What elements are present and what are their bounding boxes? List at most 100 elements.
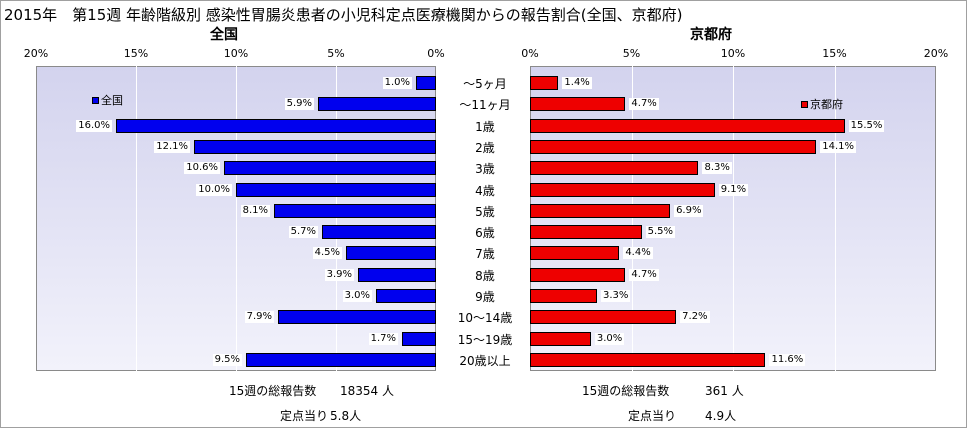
right-data-label: 6.9%	[674, 204, 704, 217]
left-bar	[402, 331, 436, 346]
left-bar	[274, 203, 436, 218]
left-data-label: 10.0%	[196, 183, 232, 196]
left-bar	[376, 289, 436, 303]
right-gridline	[631, 66, 633, 371]
right-data-label: 7.2%	[680, 311, 710, 324]
age-category-label: 2歳	[475, 140, 495, 155]
left-data-label: 1.0%	[382, 77, 412, 89]
left-bar	[346, 246, 436, 261]
left-bar	[358, 267, 436, 282]
right-gridline	[733, 66, 734, 371]
right-bar	[530, 97, 626, 112]
left-bar	[246, 352, 436, 367]
left-data-label: 1.7%	[368, 332, 398, 345]
right-data-label: 4.7%	[629, 268, 659, 281]
right-data-label: 4.4%	[623, 247, 653, 260]
left-data-label: 16.0%	[76, 119, 112, 132]
right-data-label: 1.4%	[562, 77, 592, 89]
left-data-label: 10.6%	[184, 162, 220, 175]
right-legend: 京都府	[801, 96, 843, 112]
age-category-label: 7歳	[475, 247, 495, 262]
right-data-label: 4.7%	[629, 98, 659, 111]
right-bar	[530, 331, 591, 346]
right-bar	[530, 203, 671, 218]
right-panel-title: 京都府	[690, 27, 732, 43]
left-tick-label: 20%	[23, 47, 49, 60]
right-tick-label: 15%	[822, 47, 847, 60]
right-data-label: 3.3%	[600, 290, 631, 302]
right-bar	[530, 76, 559, 90]
right-bar	[530, 118, 845, 133]
right-gridline	[834, 66, 836, 371]
left-bar	[116, 118, 436, 133]
right-total-label: 15週の総報告数	[582, 384, 670, 398]
left-data-label: 3.0%	[342, 290, 372, 302]
left-gridline	[336, 66, 337, 371]
right-tick-label: 5%	[622, 47, 641, 60]
right-bar	[530, 246, 620, 261]
right-data-label: 15.5%	[848, 119, 885, 132]
age-category-label: 10～14歳	[457, 311, 513, 326]
right-bar	[530, 289, 597, 303]
left-data-label: 8.1%	[240, 204, 270, 217]
left-data-label: 12.1%	[154, 140, 190, 153]
right-bar	[530, 139, 817, 154]
right-legend-swatch	[801, 100, 808, 108]
left-panel-title: 全国	[210, 27, 238, 43]
age-category-label: 8歳	[475, 268, 495, 283]
right-legend-label: 京都府	[810, 98, 843, 111]
age-category-label: 5歳	[475, 204, 495, 219]
right-data-label: 9.1%	[718, 183, 749, 196]
age-category-label: ～5ヶ月	[463, 77, 507, 91]
left-bar	[318, 97, 436, 112]
left-data-label: 7.9%	[244, 311, 274, 324]
left-total-value: 18354 人	[340, 384, 394, 398]
left-bar	[278, 310, 436, 325]
left-per-value: 5.8人	[330, 409, 362, 423]
age-category-label: 15～19歳	[457, 332, 513, 347]
right-tick-label: 20%	[923, 47, 949, 60]
right-per-value: 4.9人	[705, 409, 737, 423]
left-bar	[194, 139, 436, 154]
left-data-label: 9.5%	[212, 353, 242, 366]
left-data-label: 5.7%	[288, 226, 318, 239]
left-tick-label: 15%	[123, 47, 149, 60]
left-data-label: 3.9%	[324, 268, 354, 281]
right-bar	[530, 161, 699, 176]
left-legend-label: 全国	[101, 94, 123, 107]
left-bar	[416, 76, 436, 90]
age-category-label: 6歳	[475, 226, 495, 241]
age-category-label: 20歳以上	[459, 353, 511, 368]
right-bar	[530, 352, 766, 367]
right-data-label: 5.5%	[645, 226, 676, 239]
age-category-label: 3歳	[475, 162, 495, 177]
chart-title: 2015年 第15週 年齢階級別 感染性胃腸炎患者の小児科定点医療機関からの報告…	[4, 6, 683, 24]
left-bar	[224, 161, 436, 176]
right-bar	[530, 182, 715, 197]
left-gridline	[136, 66, 137, 371]
right-bar	[530, 267, 626, 282]
right-data-label: 11.6%	[769, 353, 806, 366]
left-bar	[236, 182, 436, 197]
left-per-label: 定点当り	[280, 409, 329, 423]
left-gridline	[236, 66, 237, 371]
left-bar	[322, 225, 436, 240]
left-data-label: 5.9%	[284, 98, 314, 111]
right-data-label: 14.1%	[820, 140, 856, 153]
left-legend-swatch	[92, 96, 99, 104]
age-category-label: 1歳	[475, 119, 495, 134]
right-data-label: 3.0%	[594, 332, 625, 345]
right-tick-label: 0%	[521, 47, 539, 60]
age-category-label: ～11ヶ月	[459, 98, 511, 113]
right-total-value: 361 人	[705, 384, 744, 398]
left-tick-label: 5%	[327, 47, 345, 60]
left-legend: 全国	[92, 92, 123, 108]
right-per-label: 定点当り	[628, 409, 677, 423]
left-tick-label: 10%	[223, 47, 249, 60]
right-tick-label: 10%	[720, 47, 746, 60]
right-bar	[530, 310, 677, 325]
right-bar	[530, 225, 642, 240]
age-category-label: 4歳	[475, 183, 495, 198]
age-category-label: 9歳	[475, 290, 495, 304]
left-data-label: 4.5%	[312, 247, 342, 260]
